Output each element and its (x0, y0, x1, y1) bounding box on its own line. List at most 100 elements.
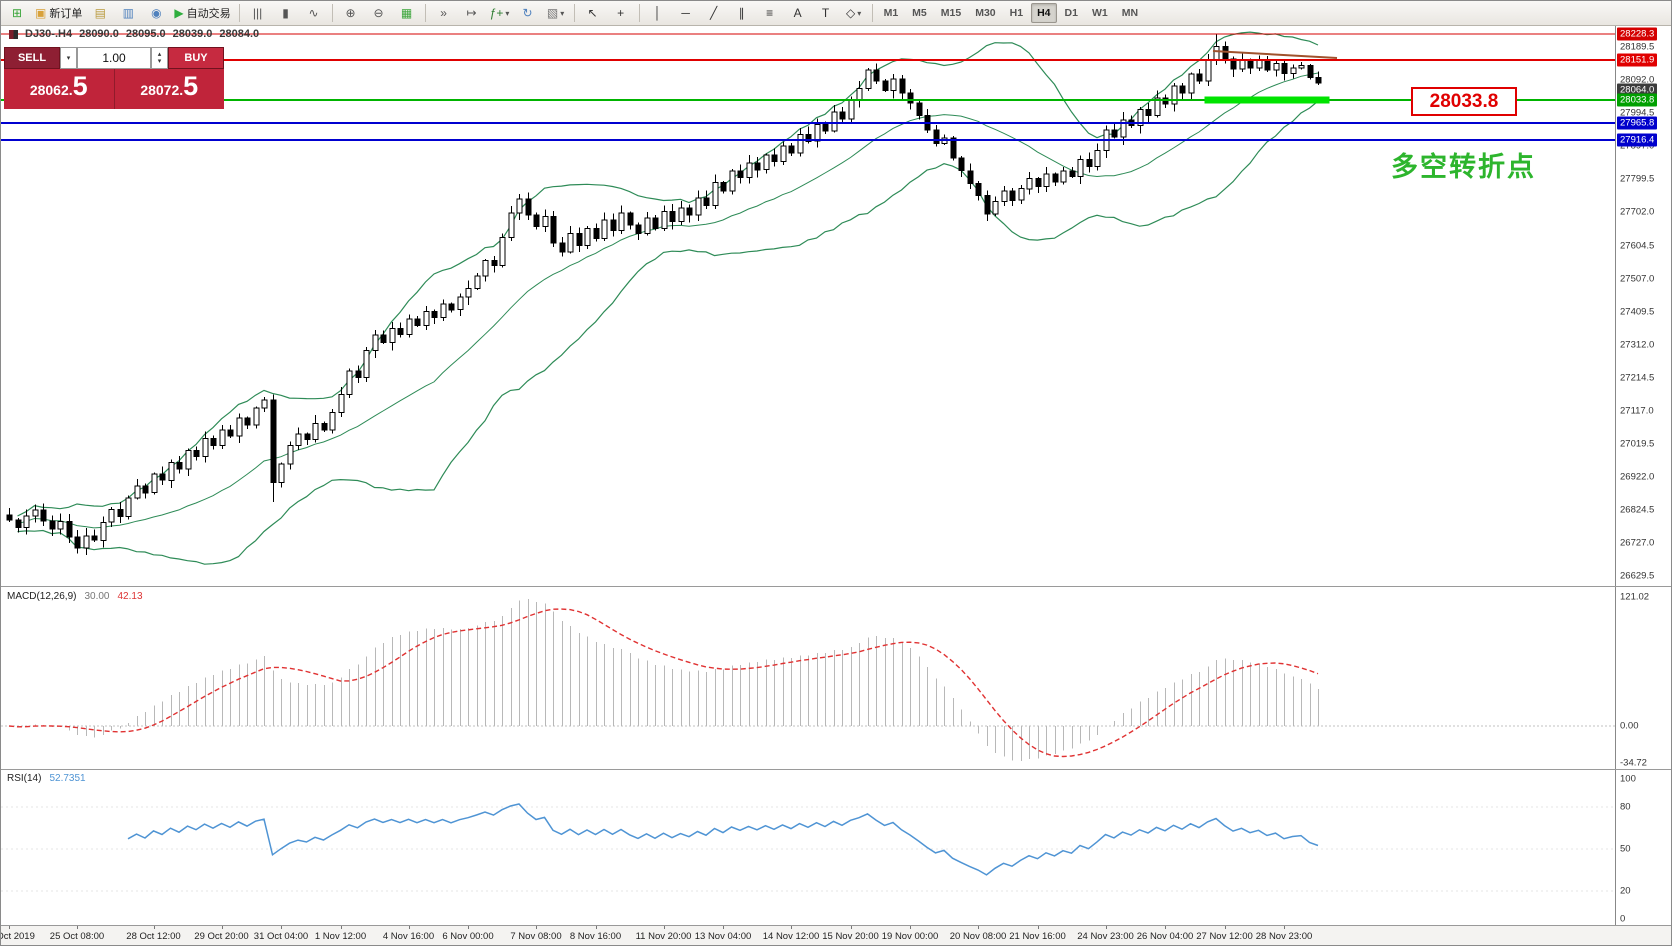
chart-shift-button[interactable]: ↦ (459, 2, 485, 24)
time-axis-label: 15 Nov 20:00 (822, 931, 879, 942)
zoom-out-icon: ⊖ (373, 6, 384, 20)
timeframe-w1-button[interactable]: W1 (1091, 7, 1108, 19)
price-axis-label: 27897.0 (1620, 140, 1655, 152)
line-chart-button[interactable]: ∿ (301, 2, 327, 24)
navigator-button[interactable]: ◉ (143, 2, 169, 24)
price-axis-label: 27409.5 (1620, 306, 1655, 318)
auto-scroll-button[interactable]: » (431, 2, 457, 24)
macd-signal-line (8, 608, 1319, 758)
equidistant-channel-button[interactable]: ∥ (729, 2, 755, 24)
time-tick (222, 926, 223, 929)
volume-dropdown-button[interactable]: ▾ (60, 47, 77, 69)
time-tick (341, 926, 342, 929)
autotrading-button[interactable]: ▶ 自动交易 (171, 2, 233, 24)
new-chart-icon: ⊞ (11, 6, 23, 20)
buy-price-button[interactable]: 28072. 5 (115, 69, 225, 109)
spinner-down-icon: ▾ (157, 58, 162, 65)
fibonacci-button[interactable]: ≡ (757, 2, 783, 24)
cursor-button[interactable]: ↖ (580, 2, 606, 24)
cycles-icon: ↻ (522, 6, 533, 20)
price-axis-label: 20 (1620, 885, 1631, 897)
bar-chart-button[interactable]: ||| (245, 2, 271, 24)
toolbar-separator (238, 4, 240, 22)
ohlc-open: 28090.0 (79, 28, 119, 40)
time-tick (664, 926, 665, 929)
data-window-button[interactable]: ▥ (115, 2, 141, 24)
symbol-info: DJ30-.H4 28090.0 28095.0 28039.0 28084.0 (9, 28, 259, 40)
timeframe-m5-button[interactable]: M5 (912, 7, 927, 19)
zoom-out-button[interactable]: ⊖ (366, 2, 392, 24)
timeframe-d1-button[interactable]: D1 (1064, 7, 1078, 19)
crosshair-button[interactable]: + (608, 2, 634, 24)
macd-panel-divider[interactable] (1, 586, 1671, 587)
time-axis-label: 31 Oct 04:00 (253, 931, 309, 942)
cycles-button[interactable]: ↻ (515, 2, 541, 24)
toolbar-separator (331, 4, 333, 22)
time-axis[interactable]: 24 Oct 2019 25 Oct 08:00 28 Oct 12:00 29 Oc… (1, 925, 1671, 945)
time-axis-label: 28 Nov 23:00 (1255, 931, 1313, 942)
vertical-line-button[interactable]: │ (645, 2, 671, 24)
new-order-button[interactable]: ▣ 新订单 (32, 2, 85, 24)
label-button[interactable]: T (813, 2, 839, 24)
time-axis-label: 8 Nov 16:00 (569, 931, 622, 942)
ohlc-high: 28095.0 (125, 28, 166, 40)
time-axis-label: 25 Oct 08:00 (49, 931, 105, 942)
spinner-up-icon: ▴ (157, 51, 162, 58)
bollinger-bands (17, 31, 1319, 565)
chart-profiles-button[interactable]: ▤ (87, 2, 113, 24)
zoom-in-icon: ⊕ (345, 6, 356, 20)
volume-spinner[interactable]: ▴ ▾ (151, 47, 168, 69)
price-axis[interactable]: 28189.5 28092.0 27994.5 27897.0 27799.5 27702… (1615, 25, 1671, 925)
timeframe-h4-button[interactable]: H4 (1031, 3, 1057, 23)
price-axis-label: 27799.5 (1620, 173, 1655, 185)
time-tick (910, 926, 911, 929)
templates-button[interactable]: ▧ ▾ (543, 2, 569, 24)
arrows-button[interactable]: ◇ ▾ (841, 2, 867, 24)
time-tick (1225, 926, 1226, 929)
timeframe-h1-button[interactable]: H1 (1009, 7, 1024, 19)
zoom-in-button[interactable]: ⊕ (338, 2, 364, 24)
price-axis-label: 26629.5 (1620, 570, 1655, 582)
price-tag: 28151.9 (1617, 53, 1658, 67)
trendline-button[interactable]: ╱ (701, 2, 727, 24)
horizontal-line-button[interactable]: ─ (673, 2, 699, 24)
time-axis-label: 28 Oct 12:00 (126, 931, 181, 942)
sell-button[interactable]: SELL (4, 47, 60, 69)
time-axis-label: 19 Nov 00:00 (881, 931, 939, 942)
price-tag: 27916.4 (1617, 133, 1658, 147)
trendline-object (1212, 50, 1338, 59)
text-button[interactable]: A (785, 2, 811, 24)
price-axis-label: 27702.0 (1620, 206, 1655, 218)
price-axis-label: 50 (1620, 843, 1631, 855)
price-axis-label: 100 (1620, 773, 1636, 785)
price-tag: 28033.8 (1617, 93, 1658, 107)
timeframe-m15-button[interactable]: M15 (940, 7, 962, 19)
macd-histogram (17, 599, 1320, 761)
toolbar-separator (424, 4, 426, 22)
tile-windows-button[interactable]: ▦ (394, 2, 420, 24)
time-tick (723, 926, 724, 929)
buy-price-pips: 5 (183, 71, 199, 101)
price-axis-label: 26824.5 (1620, 504, 1655, 516)
time-tick (77, 926, 78, 929)
rsi-label: RSI(14) 52.7351 (7, 773, 86, 784)
timeframe-m30-button[interactable]: M30 (975, 7, 996, 19)
price-axis-label: 27117.0 (1620, 405, 1654, 417)
indicators-button[interactable]: ƒ+ ▾ (487, 2, 513, 24)
ohlc-low: 28039.0 (172, 28, 213, 40)
candlestick-chart-button[interactable]: ▮ (273, 2, 299, 24)
timeframe-mn-button[interactable]: MN (1121, 7, 1139, 19)
fibonacci-icon: ≡ (766, 6, 774, 20)
rsi-panel-divider[interactable] (1, 769, 1671, 770)
timeframe-m1-button[interactable]: M1 (883, 7, 899, 19)
time-tick (9, 926, 10, 929)
line-chart-icon: ∿ (308, 6, 319, 20)
volume-input[interactable]: 1.00 (77, 47, 151, 69)
sell-price-button[interactable]: 28062. 5 (4, 69, 115, 109)
time-tick (791, 926, 792, 929)
buy-button[interactable]: BUY (168, 47, 224, 69)
new-chart-button[interactable]: ⊞ (4, 2, 30, 24)
rsi-value: 52.7351 (49, 773, 86, 784)
horizontal-line-icon: ─ (681, 6, 690, 20)
